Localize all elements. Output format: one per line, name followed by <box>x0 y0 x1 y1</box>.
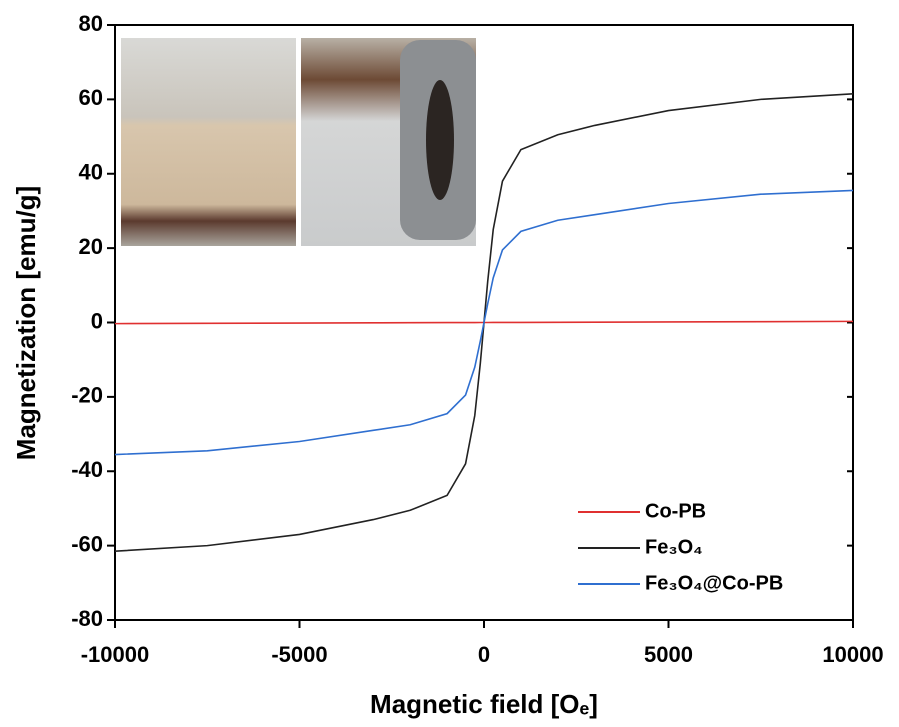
legend-label: Fe₃O₄ <box>645 536 703 558</box>
y-tick-label: 40 <box>79 160 103 185</box>
y-tick-label: -20 <box>71 383 103 408</box>
y-tick-label: -40 <box>71 457 103 482</box>
y-tick-label: -80 <box>71 606 103 631</box>
y-tick-label: 60 <box>79 85 103 110</box>
y-tick-label: 80 <box>79 11 103 36</box>
x-tick-label: 5000 <box>644 642 693 667</box>
legend-label: Fe₃O₄@Co-PB <box>645 572 783 594</box>
x-tick-label: 0 <box>478 642 490 667</box>
y-tick-label: 0 <box>91 308 103 333</box>
y-axis-title: Magnetization [emu/g] <box>11 186 41 460</box>
x-tick-label: -10000 <box>81 642 150 667</box>
x-axis-title: Magnetic field [Oₑ] <box>370 689 598 719</box>
x-tick-label: 10000 <box>822 642 883 667</box>
inset-photo <box>121 38 476 246</box>
y-tick-label: -60 <box>71 531 103 556</box>
x-tick-label: -5000 <box>271 642 327 667</box>
series-line <box>114 189 854 456</box>
y-tick-label: 20 <box>79 234 103 259</box>
legend-label: Co-PB <box>645 500 706 522</box>
